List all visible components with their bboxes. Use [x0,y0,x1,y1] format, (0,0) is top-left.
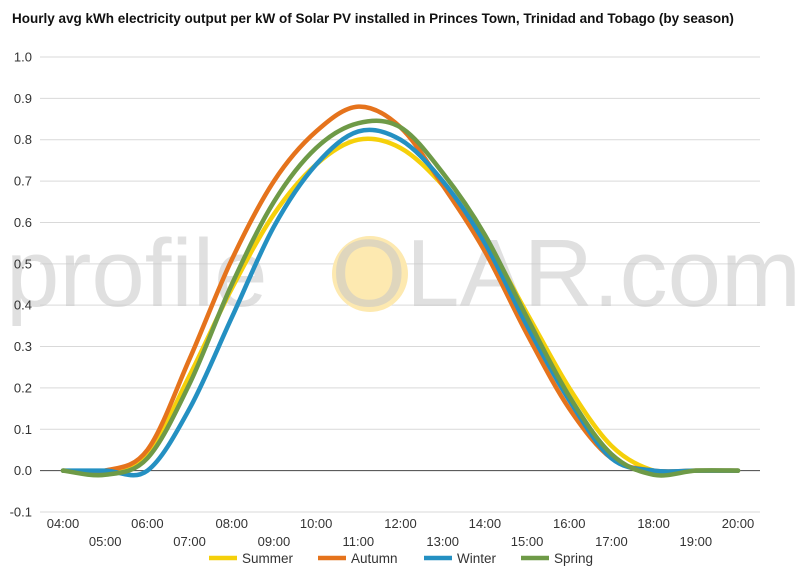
y-tick-label: 0.4 [14,298,32,313]
watermark-sun-icon [332,236,408,312]
legend-item-winter[interactable]: Winter [424,551,497,566]
y-tick-label: 0.2 [14,380,32,395]
legend-label: Autumn [351,551,398,566]
x-tick-label: 12:00 [384,516,417,531]
y-tick-label: 0.9 [14,91,32,106]
y-tick-label: 1.0 [14,50,32,65]
legend-item-spring[interactable]: Spring [521,551,593,566]
series-line-summer [60,136,741,475]
x-tick-label: 11:00 [343,534,375,549]
y-tick-label: -0.1 [10,505,32,520]
x-tick-label: 19:00 [680,534,713,549]
y-tick-label: 0.6 [14,215,32,230]
x-tick-label: 14:00 [469,516,502,531]
x-tick-label: 10:00 [300,516,333,531]
series-line-spring [60,118,741,478]
x-tick-label: 18:00 [637,516,670,531]
x-tick-label: 17:00 [595,534,628,549]
y-tick-label: 0.7 [14,174,32,189]
x-tick-label: 20:00 [722,516,755,531]
x-tick-label: 15:00 [511,534,544,549]
legend-label: Spring [554,551,593,566]
x-tick-label: 08:00 [215,516,248,531]
x-axis-ticks: 04:00 05:00 06:00 07:00 08:00 09:00 10:00 11:00… [47,516,755,549]
legend-label: Winter [457,551,497,566]
x-tick-label: 16:00 [553,516,586,531]
y-tick-label: 0.1 [14,422,32,437]
y-tick-label: 0.0 [14,463,32,478]
legend-label: Summer [242,551,294,566]
legend-item-autumn[interactable]: Autumn [318,551,398,566]
x-tick-label: 06:00 [131,516,164,531]
y-axis-ticks: 1.0 0.9 0.8 0.7 0.6 0.5 0.4 0.3 0.2 0.1 0.0 -0.1 [10,50,32,520]
series-lines [60,104,741,478]
y-tick-label: 0.5 [14,256,32,271]
legend-item-summer[interactable]: Summer [209,551,294,566]
legend: Summer Autumn Winter Spring [209,551,593,566]
x-tick-label: 09:00 [258,534,291,549]
x-tick-label: 07:00 [173,534,206,549]
watermark: profileSOLAR.com [6,220,800,327]
x-tick-label: 13:00 [426,534,459,549]
series-line-winter [60,127,741,478]
chart-title: Hourly avg kWh electricity output per kW… [12,11,734,26]
watermark-text: profileSOLAR.com [6,220,800,327]
x-tick-label: 05:00 [89,534,122,549]
y-tick-label: 0.3 [14,339,32,354]
x-tick-label: 04:00 [47,516,80,531]
y-tick-label: 0.8 [14,132,32,147]
